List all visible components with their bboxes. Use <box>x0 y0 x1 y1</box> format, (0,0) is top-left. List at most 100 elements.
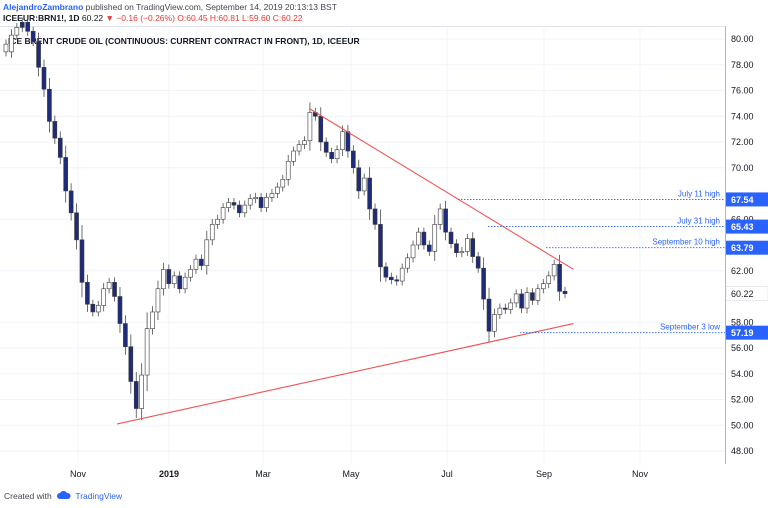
candle-body <box>182 276 188 290</box>
candle-body <box>513 293 519 304</box>
chart-title: ICE BRENT CRUDE OIL (CONTINUOUS: CURRENT… <box>8 36 360 46</box>
candle-body <box>258 197 264 208</box>
level-annotation: September 3 low <box>660 323 720 332</box>
y-tick-label: 72.00 <box>731 137 754 147</box>
candle-body <box>237 204 242 214</box>
candle-body <box>470 238 476 257</box>
level-price-label: 67.54 <box>731 195 754 205</box>
candle-body <box>209 224 215 241</box>
candle-body <box>492 314 497 332</box>
level-price-box <box>726 192 768 207</box>
y-tick-label: 80.00 <box>731 34 754 44</box>
author-name[interactable]: AlejandroZambrano <box>3 2 84 12</box>
candle-body <box>340 131 345 151</box>
candle-body <box>405 257 410 269</box>
candle-body <box>171 275 177 284</box>
symbol-info: ICEEUR:BRN1!, 1D 60.22 ▼ −0.16 (−0.26%) … <box>3 13 303 23</box>
candle-body <box>9 34 14 53</box>
candle-body <box>454 243 459 254</box>
candle-body <box>57 137 63 158</box>
candle-body <box>47 88 52 122</box>
candle-body <box>540 283 546 290</box>
x-tick-label: Mar <box>255 469 271 479</box>
candle-body <box>79 239 85 283</box>
candle-body <box>508 302 514 310</box>
candle-body <box>220 207 226 220</box>
y-tick-label: 50.00 <box>731 420 754 430</box>
candle-body <box>150 311 155 329</box>
candle-body <box>546 275 552 284</box>
candle-body <box>372 208 378 225</box>
candle-body <box>486 298 492 332</box>
candle-body <box>280 179 286 188</box>
ohlc-values: O:60.45 H:60.81 L:59.60 C:60.22 <box>177 13 303 23</box>
candle-body <box>307 112 313 142</box>
candle-body <box>389 276 394 281</box>
candle-body <box>475 256 481 269</box>
publish-info: AlejandroZambrano published on TradingVi… <box>3 2 337 12</box>
tradingview-brand[interactable]: TradingView <box>75 491 123 501</box>
candle-body <box>199 258 204 266</box>
candle-body <box>437 208 443 225</box>
y-tick-label: 66.00 <box>731 214 754 224</box>
level-price-label: 57.19 <box>731 328 754 338</box>
candle-body <box>302 140 307 145</box>
candle-body <box>123 323 128 348</box>
candle-body <box>394 279 400 282</box>
y-tick-label: 62.00 <box>731 266 754 276</box>
candle-body <box>117 296 123 324</box>
candle-body <box>36 41 41 68</box>
candle-body <box>285 161 291 180</box>
y-tick-label: 78.00 <box>731 60 754 70</box>
level-price-box <box>726 240 768 255</box>
candle-body <box>242 204 248 214</box>
candle-body <box>19 21 25 28</box>
y-tick-label: 70.00 <box>731 163 754 173</box>
candle-body <box>204 239 210 266</box>
candle-body <box>432 224 438 252</box>
y-tick-label: 54.00 <box>731 369 754 379</box>
candle-body <box>530 292 535 301</box>
candle-body <box>41 67 47 90</box>
tradingview-cloud-icon <box>57 491 71 502</box>
y-tick-label: 56.00 <box>731 343 754 353</box>
candle-body <box>399 267 405 282</box>
candle-body <box>329 152 334 160</box>
candle-body <box>188 269 193 278</box>
symbol-name: ICEEUR:BRN1!, 1D <box>3 13 80 23</box>
candle-body <box>253 197 258 199</box>
candle-body <box>275 186 280 194</box>
candle-body <box>85 282 90 305</box>
candle-body <box>497 307 503 315</box>
candle-body <box>155 288 161 313</box>
candle-body <box>562 291 568 294</box>
candle-body <box>215 218 220 225</box>
y-axis: 80.00 78.00 76.00 74.00 72.00 70.00 66.00 62.00… <box>731 34 754 456</box>
candle-body <box>323 141 329 153</box>
y-tick-label: 76.00 <box>731 86 754 96</box>
candle-body <box>193 258 199 270</box>
candle-body <box>226 202 231 208</box>
x-tick-label: Nov <box>70 469 87 479</box>
candle-body <box>161 269 166 290</box>
level-annotation: July 11 high <box>678 189 720 198</box>
candle-body <box>144 328 150 376</box>
candle-body <box>291 150 296 162</box>
x-tick-label: Jul <box>441 469 453 479</box>
level-price-label: 63.79 <box>731 243 754 253</box>
candle-body <box>25 21 31 32</box>
candle-body <box>90 303 96 313</box>
grid-lines <box>0 27 725 463</box>
candle-body <box>264 197 269 208</box>
current-price-box <box>725 286 768 301</box>
x-tick-label: Nov <box>632 469 649 479</box>
y-tick-label: 58.00 <box>731 317 754 327</box>
candle-body <box>52 121 58 139</box>
x-tick-label: Sep <box>536 469 552 479</box>
candle-body <box>481 267 486 300</box>
candle-body <box>367 177 372 210</box>
candle-body <box>551 264 557 277</box>
candle-body <box>247 198 253 206</box>
candle-body <box>459 251 465 254</box>
